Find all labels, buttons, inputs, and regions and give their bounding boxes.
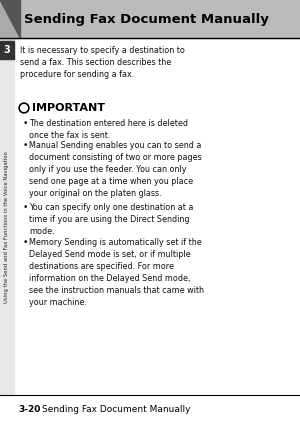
Polygon shape xyxy=(0,0,20,38)
Text: Using the Send and Fax Functions in the Voice Navigation: Using the Send and Fax Functions in the … xyxy=(4,151,10,303)
Text: The destination entered here is deleted
once the fax is sent.: The destination entered here is deleted … xyxy=(29,119,188,140)
Text: •: • xyxy=(23,203,28,212)
Text: You can specify only one destination at a
time if you are using the Direct Sendi: You can specify only one destination at … xyxy=(29,203,194,236)
Text: •: • xyxy=(23,238,28,247)
Circle shape xyxy=(19,103,29,113)
Text: •: • xyxy=(23,141,28,150)
Text: It is necessary to specify a destination to
send a fax. This section describes t: It is necessary to specify a destination… xyxy=(20,46,185,79)
Text: IMPORTANT: IMPORTANT xyxy=(32,103,105,113)
Polygon shape xyxy=(0,0,20,38)
Text: Sending Fax Document Manually: Sending Fax Document Manually xyxy=(42,405,190,414)
Text: Manual Sending enables you can to send a
document consisting of two or more page: Manual Sending enables you can to send a… xyxy=(29,141,202,198)
Bar xyxy=(0,39,14,395)
Text: 3-20: 3-20 xyxy=(18,405,40,414)
Bar xyxy=(0,0,300,38)
Circle shape xyxy=(21,105,27,111)
Text: •: • xyxy=(23,119,28,128)
Text: 3: 3 xyxy=(4,45,11,55)
Text: Memory Sending is automatically set if the
Delayed Send mode is set, or if multi: Memory Sending is automatically set if t… xyxy=(29,238,204,307)
Text: Sending Fax Document Manually: Sending Fax Document Manually xyxy=(24,12,269,26)
Bar xyxy=(0,41,14,59)
